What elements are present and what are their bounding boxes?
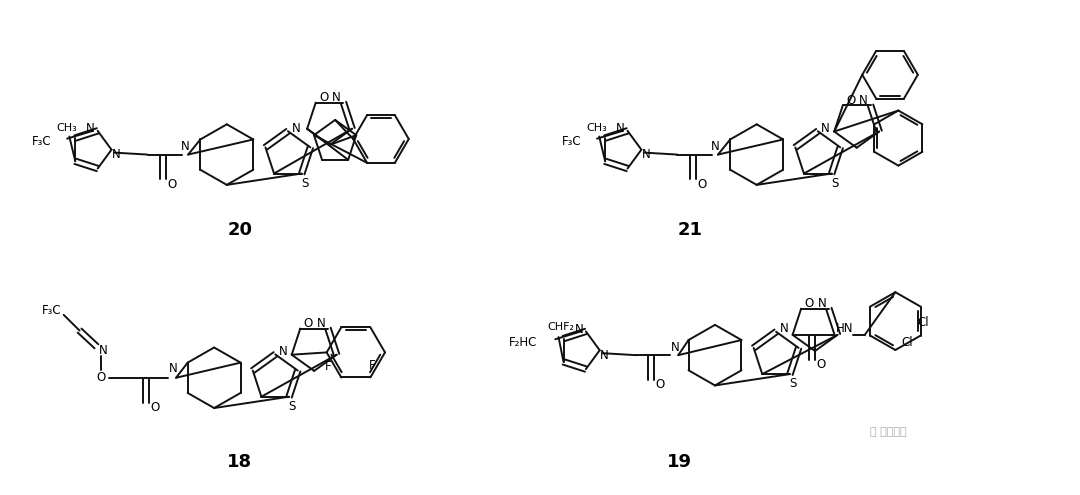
Text: O: O	[319, 91, 328, 104]
Text: N: N	[822, 122, 831, 135]
Text: N: N	[600, 348, 609, 362]
Text: O: O	[846, 94, 855, 107]
Text: N: N	[112, 148, 121, 161]
Text: 19: 19	[666, 452, 692, 471]
Text: N: N	[711, 140, 719, 153]
Text: 21: 21	[677, 221, 702, 240]
Text: HN: HN	[836, 322, 853, 336]
Text: S: S	[301, 177, 309, 190]
Text: N: N	[292, 122, 300, 135]
Text: 20: 20	[228, 221, 253, 240]
Text: Cl: Cl	[902, 336, 913, 348]
Text: N: N	[575, 323, 583, 336]
Text: N: N	[671, 341, 679, 354]
Text: O: O	[167, 178, 176, 191]
Text: N: N	[780, 322, 788, 335]
Text: O: O	[697, 178, 706, 191]
Text: O: O	[656, 378, 664, 392]
Text: N: N	[168, 362, 177, 375]
Text: S: S	[831, 177, 838, 190]
Text: N: N	[818, 297, 826, 310]
Text: F: F	[325, 360, 332, 373]
Text: O: O	[150, 401, 160, 414]
Text: F₃C: F₃C	[562, 135, 581, 148]
Text: N: N	[642, 148, 651, 161]
Text: CH₃: CH₃	[56, 123, 77, 133]
Text: F₂HC: F₂HC	[509, 336, 538, 348]
Text: Cl: Cl	[918, 316, 930, 329]
Text: 🔍 现代农药: 🔍 现代农药	[870, 428, 906, 438]
Text: S: S	[288, 400, 296, 413]
Text: N: N	[279, 345, 287, 358]
Text: F₃C: F₃C	[42, 304, 62, 317]
Text: O: O	[816, 358, 825, 371]
Text: F₃C: F₃C	[31, 135, 51, 148]
Text: 18: 18	[228, 452, 253, 471]
Text: N: N	[333, 91, 341, 104]
Text: O: O	[97, 371, 106, 384]
Text: O: O	[805, 297, 813, 310]
Text: F: F	[369, 359, 376, 372]
Text: N: N	[180, 140, 189, 153]
Text: O: O	[303, 317, 313, 330]
Text: N: N	[860, 94, 868, 107]
Text: S: S	[789, 377, 797, 391]
Text: N: N	[86, 122, 95, 135]
Text: N: N	[316, 317, 325, 330]
Text: CHF₂: CHF₂	[548, 322, 575, 332]
Text: N: N	[617, 122, 625, 135]
Text: CH₃: CH₃	[585, 123, 607, 133]
Text: N: N	[99, 344, 108, 357]
